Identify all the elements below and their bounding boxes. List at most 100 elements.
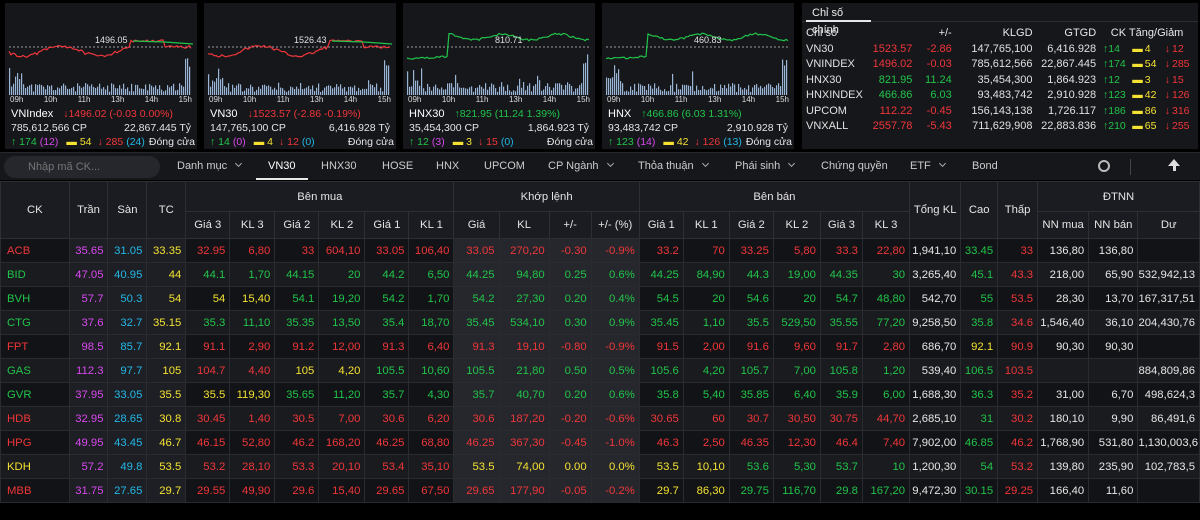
stock-symbol[interactable]: MBB xyxy=(0,478,70,503)
change[interactable]: 0.30 xyxy=(548,310,592,335)
ask-volume-2[interactable]: 7,00 xyxy=(772,358,821,383)
ask-price-3[interactable]: 35.55 xyxy=(819,310,863,335)
ask-price-2[interactable]: 105.7 xyxy=(728,358,774,383)
change[interactable]: 0.25 xyxy=(548,262,592,287)
bid-volume-2[interactable]: 20,10 xyxy=(318,454,366,479)
bid-volume-2[interactable]: 7,00 xyxy=(318,406,366,431)
bid-volume-3[interactable]: 119,30 xyxy=(229,382,276,407)
index-chart-card[interactable]: 460.83 09h 10h 11h 13h 14h 15h HNX ↑466.86 (6.03… xyxy=(602,3,794,149)
stock-symbol[interactable]: BID xyxy=(0,262,70,287)
ask-volume-2[interactable]: 19,00 xyxy=(772,262,821,287)
match-volume[interactable]: 367,30 xyxy=(498,430,550,455)
bid-volume-2[interactable]: 19,20 xyxy=(318,286,366,311)
bid-price-1[interactable]: 30.6 xyxy=(364,406,410,431)
change-percent[interactable]: 0.6% xyxy=(590,262,640,287)
change[interactable]: -0.05 xyxy=(548,478,592,503)
bid-price-1[interactable]: 53.4 xyxy=(364,454,410,479)
gear-icon[interactable] xyxy=(1098,160,1110,172)
ask-volume-2[interactable]: 20 xyxy=(772,286,821,311)
bid-price-3[interactable]: 54 xyxy=(185,286,231,311)
change[interactable]: -0.45 xyxy=(548,430,592,455)
bid-price-3[interactable]: 44.1 xyxy=(185,262,231,287)
tab-hnx[interactable]: HNX xyxy=(436,153,459,180)
match-price[interactable]: 54.2 xyxy=(453,286,500,311)
match-price[interactable]: 44.25 xyxy=(453,262,500,287)
ask-volume-2[interactable]: 12,30 xyxy=(772,430,821,455)
bid-price-2[interactable]: 105 xyxy=(274,358,320,383)
bid-volume-3[interactable]: 6,80 xyxy=(229,238,276,263)
ask-price-1[interactable]: 53.5 xyxy=(638,454,684,479)
search-input[interactable] xyxy=(4,156,160,178)
bid-volume-1[interactable]: 68,80 xyxy=(408,430,455,455)
tab-bond[interactable]: Bond xyxy=(972,153,998,180)
ask-price-1[interactable]: 33.2 xyxy=(638,238,684,263)
ask-price-3[interactable]: 54.7 xyxy=(819,286,863,311)
ask-volume-2[interactable]: 5,30 xyxy=(772,454,821,479)
stock-symbol[interactable]: CTG xyxy=(0,310,70,335)
bid-volume-3[interactable]: 11,10 xyxy=(229,310,276,335)
bid-volume-2[interactable]: 11,20 xyxy=(318,382,366,407)
tab-hose[interactable]: HOSE xyxy=(382,153,413,180)
bid-price-2[interactable]: 29.6 xyxy=(274,478,320,503)
index-row[interactable]: UPCOM 112.22 -0.45 156,143,138 1,726.117 ↑186… xyxy=(802,103,1198,119)
index-row[interactable]: HNX30 821.95 11.24 35,454,300 1,864.923 ↑12 ▬ 3… xyxy=(802,72,1198,88)
ask-volume-3[interactable]: 167,20 xyxy=(861,478,911,503)
tab-main-indices[interactable]: Chỉ số chính xyxy=(806,5,871,36)
change[interactable]: 0.50 xyxy=(548,358,592,383)
bid-volume-1[interactable]: 6,50 xyxy=(408,262,455,287)
ask-price-1[interactable]: 30.65 xyxy=(638,406,684,431)
stock-row[interactable]: BID 47.05 40.95 44 44.1 1,70 44.15 20 44.2 6,50 44… xyxy=(0,262,1200,287)
ask-volume-1[interactable]: 2,50 xyxy=(682,430,730,455)
bid-price-2[interactable]: 54.1 xyxy=(274,286,320,311)
match-volume[interactable]: 74,00 xyxy=(498,454,550,479)
ask-price-1[interactable]: 44.25 xyxy=(638,262,684,287)
ask-volume-1[interactable]: 1,10 xyxy=(682,310,730,335)
ask-price-1[interactable]: 54.5 xyxy=(638,286,684,311)
bid-price-1[interactable]: 35.4 xyxy=(364,310,410,335)
ask-volume-1[interactable]: 70 xyxy=(682,238,730,263)
ask-volume-3[interactable]: 2,80 xyxy=(861,334,911,359)
ask-volume-1[interactable]: 10,10 xyxy=(682,454,730,479)
ask-volume-2[interactable]: 5,80 xyxy=(772,238,821,263)
stock-row[interactable]: HPG 49.95 43.45 46.7 46.15 52,80 46.2 168,20 46.… xyxy=(0,430,1200,455)
bid-volume-1[interactable]: 18,70 xyxy=(408,310,455,335)
match-volume[interactable]: 270,20 xyxy=(498,238,550,263)
bid-price-3[interactable]: 29.55 xyxy=(185,478,231,503)
ask-volume-3[interactable]: 7,40 xyxy=(861,430,911,455)
match-volume[interactable]: 94,80 xyxy=(498,262,550,287)
ask-price-3[interactable]: 30.75 xyxy=(819,406,863,431)
tab-th-a-thu-n[interactable]: Thỏa thuận xyxy=(638,153,709,180)
ask-price-2[interactable]: 44.3 xyxy=(728,262,774,287)
change[interactable]: -0.30 xyxy=(548,238,592,263)
ask-volume-1[interactable]: 20 xyxy=(682,286,730,311)
bid-volume-3[interactable]: 52,80 xyxy=(229,430,276,455)
ask-volume-2[interactable]: 30,50 xyxy=(772,406,821,431)
ask-price-2[interactable]: 29.75 xyxy=(728,478,774,503)
bid-volume-1[interactable]: 4,30 xyxy=(408,382,455,407)
index-row[interactable]: VN30 1523.57 -2.86 147,765,100 6,416.928 ↑14 ▬… xyxy=(802,41,1198,57)
bid-price-1[interactable]: 105.5 xyxy=(364,358,410,383)
bid-price-3[interactable]: 35.3 xyxy=(185,310,231,335)
ask-price-1[interactable]: 46.3 xyxy=(638,430,684,455)
change-percent[interactable]: -0.9% xyxy=(590,238,640,263)
match-price[interactable]: 53.5 xyxy=(453,454,500,479)
bid-volume-3[interactable]: 1,40 xyxy=(229,406,276,431)
bid-volume-3[interactable]: 4,40 xyxy=(229,358,276,383)
change-percent[interactable]: 0.5% xyxy=(590,358,640,383)
bid-price-1[interactable]: 44.2 xyxy=(364,262,410,287)
bid-price-1[interactable]: 33.05 xyxy=(364,238,410,263)
bid-price-1[interactable]: 91.3 xyxy=(364,334,410,359)
match-price[interactable]: 35.45 xyxy=(453,310,500,335)
index-row[interactable]: HNXINDEX 466.86 6.03 93,483,742 2,910.928 ↑12… xyxy=(802,88,1198,104)
stock-symbol[interactable]: ACB xyxy=(0,238,70,263)
tab-ph-i-sinh[interactable]: Phái sinh xyxy=(735,153,796,180)
ask-volume-2[interactable]: 116,70 xyxy=(772,478,821,503)
change-percent[interactable]: -1.0% xyxy=(590,430,640,455)
tab-upcom[interactable]: UPCOM xyxy=(484,153,525,180)
stock-symbol[interactable]: GAS xyxy=(0,358,70,383)
bid-price-2[interactable]: 35.65 xyxy=(274,382,320,407)
ask-volume-1[interactable]: 5,40 xyxy=(682,382,730,407)
ask-price-2[interactable]: 91.6 xyxy=(728,334,774,359)
ask-price-1[interactable]: 105.6 xyxy=(638,358,684,383)
tab-etf[interactable]: ETF xyxy=(910,153,946,180)
